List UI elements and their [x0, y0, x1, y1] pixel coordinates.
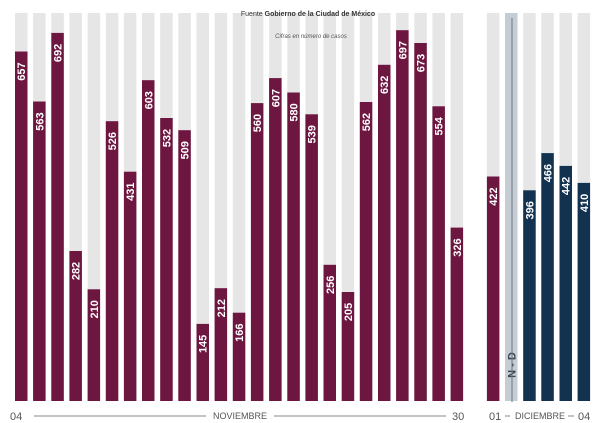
data-label-22: 205	[343, 303, 355, 321]
data-label-30: 422	[488, 187, 500, 205]
data-label-13: 509	[180, 141, 192, 159]
data-label-05: 563	[34, 112, 46, 130]
x-axis-dec-end-label: 04	[578, 411, 590, 423]
bar-25-noviembre	[396, 30, 409, 401]
data-label-09: 526	[107, 132, 119, 150]
background-bars	[15, 13, 591, 401]
bar-27-noviembre	[432, 106, 445, 402]
bar-background	[468, 13, 482, 401]
bar-15-noviembre	[214, 288, 228, 401]
bar-10-noviembre	[123, 171, 137, 401]
bar-background	[196, 13, 209, 401]
bar-12-noviembre	[160, 118, 173, 401]
bar-08-noviembre	[87, 289, 101, 401]
bar-21-noviembre	[323, 264, 336, 401]
data-label-06: 692	[53, 44, 65, 62]
data-label-15: 212	[216, 299, 228, 317]
data-label-04: 410	[579, 194, 591, 212]
bar-06-noviembre	[51, 32, 64, 402]
source-text: Fuente Gobierno de la Ciudad de México	[241, 11, 375, 18]
bar-16-noviembre	[232, 312, 246, 401]
bar-24-noviembre	[378, 64, 391, 402]
data-label-21: 256	[325, 276, 337, 294]
bar-13-noviembre	[178, 130, 191, 401]
bar-22-noviembre	[341, 292, 355, 401]
data-label-16: 166	[234, 324, 246, 342]
data-label-19: 580	[289, 103, 301, 121]
data-label-23: 562	[361, 113, 373, 131]
bar-05-noviembre	[33, 101, 46, 401]
data-label-20: 539	[307, 125, 319, 143]
bar-background	[232, 13, 246, 401]
bar-14-noviembre	[196, 323, 209, 401]
data-label-10: 431	[125, 183, 137, 201]
data-label-02: 466	[543, 164, 555, 182]
bar-23-noviembre	[359, 102, 373, 401]
data-label-08: 210	[89, 300, 101, 318]
bar-26-noviembre	[414, 43, 427, 401]
bar-no-data	[505, 13, 518, 401]
value-labels: 657 563 692 282 210 526 431 603 532 509 145 212 166 5…	[16, 41, 591, 378]
bar-30-noviembre	[486, 176, 500, 401]
bar-07-noviembre	[69, 251, 82, 401]
data-label-01: 396	[524, 201, 536, 219]
bar-17-noviembre	[250, 103, 264, 401]
bar-19-noviembre	[287, 92, 300, 401]
bar-02-diciembre	[541, 153, 554, 401]
x-axis-end-label: 30	[452, 411, 464, 423]
data-label-14: 145	[198, 335, 210, 353]
bar-28-noviembre	[450, 227, 464, 401]
data-label-24: 632	[379, 76, 391, 94]
data-label-25: 697	[397, 41, 409, 59]
data-label-03: 442	[561, 177, 573, 195]
bar-01-diciembre	[523, 190, 536, 401]
data-label-28: 326	[452, 238, 464, 256]
bar-20-noviembre	[305, 114, 318, 402]
data-label-07: 282	[71, 262, 83, 280]
bars	[15, 30, 591, 402]
units-note: Cifras en número de casos	[275, 34, 347, 40]
x-axis-dec-start-label: 01	[489, 411, 501, 423]
data-label-11: 603	[143, 91, 155, 109]
x-axis-start-label: 04	[10, 411, 22, 423]
x-axis-month-december: DICIEMBRE	[515, 411, 565, 421]
bar-04-diciembre	[577, 182, 591, 401]
bar-11-noviembre	[142, 80, 155, 401]
data-label-27: 554	[434, 116, 446, 135]
x-axis-month-november: NOVIEMBRE	[213, 411, 267, 421]
bar-04-noviembre	[15, 51, 28, 401]
bar-03-diciembre	[559, 165, 572, 401]
data-label-12: 532	[161, 129, 173, 147]
data-label-26: 673	[416, 54, 428, 72]
data-label-18: 607	[270, 89, 282, 107]
data-label-04: 657	[16, 62, 28, 80]
bar-09-noviembre	[105, 121, 119, 401]
data-label-17: 560	[252, 114, 264, 132]
bar-18-noviembre	[269, 78, 282, 401]
